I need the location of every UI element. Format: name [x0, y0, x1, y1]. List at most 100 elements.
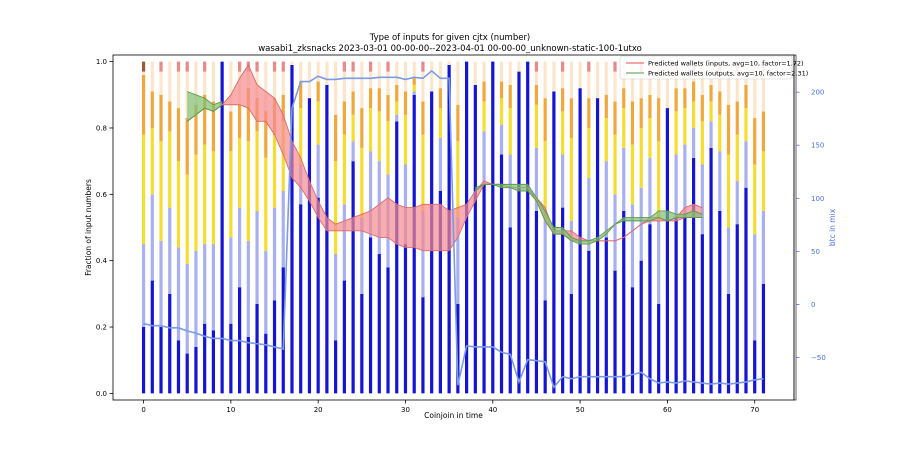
bar-friends2	[342, 101, 346, 135]
bar-fresh	[639, 260, 643, 394]
bar-stack	[499, 61, 504, 394]
bar-stack	[342, 61, 346, 394]
bar-remix	[534, 147, 539, 211]
bar-friends	[299, 108, 303, 165]
bar-friends	[272, 134, 277, 208]
bar-other	[587, 61, 591, 99]
bar-friends2	[482, 81, 486, 102]
bar-remix	[272, 207, 277, 301]
y2-tick-label: 100	[811, 195, 824, 203]
bar-friends	[342, 134, 346, 205]
bar-other	[726, 61, 731, 105]
y2-tick-label: 50	[811, 248, 820, 256]
bar-remix	[255, 210, 259, 304]
bar-stack	[674, 61, 678, 394]
bar-fresh	[613, 270, 617, 394]
bar-fresh	[203, 323, 207, 394]
x-tick-label: 20	[314, 406, 323, 414]
bar-friends2	[726, 104, 731, 155]
bar-stack	[465, 61, 469, 394]
y2-tick-label: −50	[811, 354, 826, 362]
bar-stack	[264, 61, 268, 394]
bar-peak	[368, 61, 373, 72]
x-axis-label: Coinjoin in time	[424, 411, 483, 420]
bar-stack	[683, 61, 687, 394]
bar-remix	[238, 207, 242, 288]
bar-stack	[368, 61, 373, 394]
bar-stack	[360, 61, 364, 394]
predicted-inputs-area	[187, 64, 703, 251]
bar-other	[281, 61, 285, 95]
y2-tick-label: 200	[811, 89, 824, 97]
predicted-inputs-lower-line	[186, 104, 703, 252]
bar-fresh	[630, 287, 635, 394]
bar-fresh	[403, 244, 408, 394]
bar-remix	[159, 240, 163, 328]
bar-fresh	[421, 297, 425, 394]
bar-friends	[543, 141, 547, 221]
bar-friends	[141, 134, 146, 245]
bar-other	[229, 61, 233, 112]
bar-stack	[639, 61, 643, 394]
bar-other	[482, 61, 486, 82]
bar-peak	[238, 61, 242, 72]
bar-other	[194, 61, 198, 105]
bar-friends2	[622, 88, 626, 109]
bar-friends	[316, 101, 320, 145]
bar-other	[412, 61, 416, 79]
bar-fresh	[526, 61, 530, 394]
bar-fresh	[552, 91, 556, 394]
bar-stack	[648, 61, 652, 394]
bar-peak	[185, 61, 189, 72]
legend-label-outputs: Predicted wallets (outputs, avg=10, fact…	[648, 70, 808, 78]
bar-friends	[622, 108, 626, 148]
bar-stack	[622, 61, 626, 394]
bar-fresh	[499, 154, 504, 394]
bar-peak	[255, 61, 259, 72]
bar-stack	[569, 61, 573, 394]
bar-friends2	[377, 88, 381, 112]
bar-stack	[657, 61, 661, 394]
bar-friends2	[692, 81, 696, 102]
bar-friends	[168, 131, 172, 208]
bar-friends	[718, 114, 722, 152]
legend-label-inputs: Predicted wallets (inputs, avg=10, facto…	[648, 60, 804, 68]
bar-friends	[657, 141, 661, 221]
bar-remix	[569, 220, 573, 294]
bar-fresh	[168, 293, 172, 394]
right-axis-spine	[793, 54, 797, 401]
bar-remix	[735, 181, 739, 225]
bar-remix	[674, 154, 678, 218]
bar-friends	[692, 101, 696, 128]
bar-other	[395, 61, 399, 85]
bar-other	[508, 61, 512, 85]
bar-friends2	[604, 94, 608, 119]
bar-friends2	[246, 88, 250, 142]
bar-fresh	[264, 333, 268, 394]
predicted-outputs-upper-line	[475, 183, 703, 242]
bar-fresh	[159, 327, 163, 394]
bar-remix	[744, 141, 748, 188]
bar-friends	[255, 131, 259, 211]
y-tick-label: 0.4	[96, 257, 108, 265]
bar-stack	[150, 61, 154, 394]
bar-friends	[753, 164, 757, 235]
bar-other	[421, 61, 425, 102]
bar-other	[299, 61, 303, 82]
bar-friends2	[587, 98, 591, 128]
bar-remix	[613, 194, 617, 271]
x-tick-label: 50	[576, 406, 585, 414]
bar-friends2	[639, 98, 643, 128]
bar-remix	[351, 141, 355, 162]
bar-peak	[421, 61, 425, 72]
bar-fresh	[220, 61, 224, 394]
bar-friends2	[176, 108, 181, 162]
bar-friends2	[657, 98, 661, 142]
bar-friends2	[316, 81, 320, 102]
bar-remix	[281, 191, 285, 268]
bar-stack	[753, 61, 757, 394]
bar-stack	[587, 61, 591, 394]
bar-fresh	[255, 303, 259, 394]
bar-remix	[718, 151, 722, 211]
bar-friends2	[753, 118, 757, 165]
